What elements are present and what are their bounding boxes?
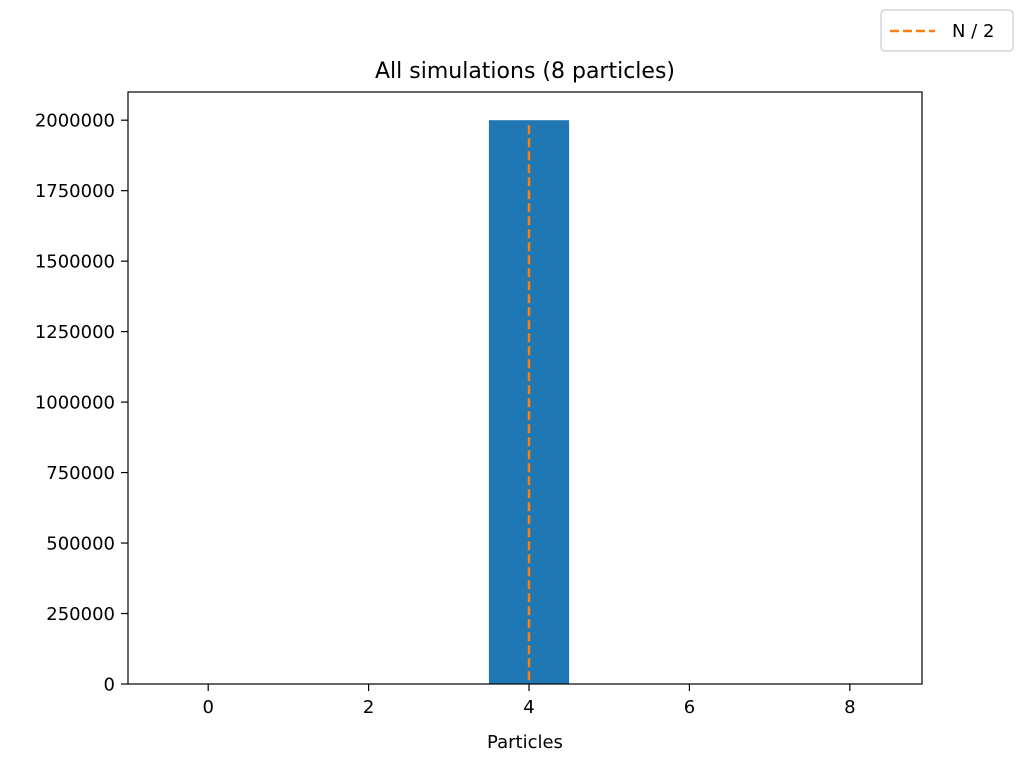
y-tick-label: 1500000 [35, 252, 115, 273]
y-tick-label: 750000 [46, 463, 115, 484]
y-tick-label: 0 [104, 675, 115, 696]
y-tick-label: 1750000 [35, 181, 115, 202]
axes-frame [127, 91, 923, 685]
y-axis-ticks: 0 250000 500000 750000 1000000 1250000 1500000… [35, 111, 128, 696]
x-tick-label: 4 [523, 697, 534, 718]
legend-box [880, 9, 1014, 52]
x-tick-label: 8 [844, 697, 855, 718]
legend: N / 2 [880, 9, 1014, 52]
x-tick-label: 0 [202, 697, 213, 718]
legend-label-n-half: N / 2 [952, 21, 994, 42]
x-tick-label: 6 [684, 697, 695, 718]
x-tick-label: 2 [363, 697, 374, 718]
x-axis-label: Particles [487, 732, 563, 753]
y-tick-label: 2000000 [35, 111, 115, 132]
y-tick-label: 500000 [46, 534, 115, 555]
y-tick-label: 1000000 [35, 393, 115, 414]
chart-title: All simulations (8 particles) [375, 59, 675, 84]
x-axis-ticks: 0 2 4 6 8 [202, 684, 856, 718]
y-tick-label: 250000 [46, 604, 115, 625]
y-tick-label: 1250000 [35, 322, 115, 343]
